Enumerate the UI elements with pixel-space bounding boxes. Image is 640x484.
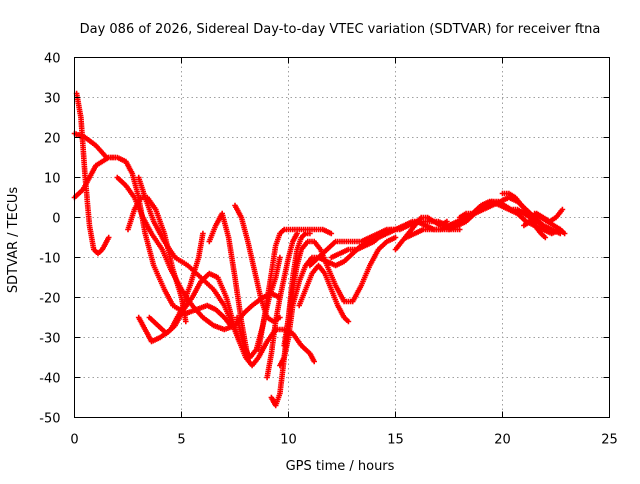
data-point	[307, 230, 313, 237]
data-point	[105, 234, 112, 241]
series-arc-17	[296, 262, 352, 325]
series-arc-23	[456, 198, 546, 229]
series-arc-24	[499, 190, 549, 241]
series-arc-12	[255, 226, 335, 353]
tick-layer	[74, 57, 610, 418]
y-tick-label: -40	[39, 372, 60, 387]
x-tick-label: 25	[601, 433, 618, 448]
x-tick-label: 5	[177, 433, 185, 448]
series-arc-11	[232, 202, 283, 325]
y-tick-label: 0	[52, 212, 60, 227]
data-point	[540, 222, 546, 229]
x-tick-label: 20	[494, 433, 511, 448]
y-tick-label: -10	[39, 252, 60, 267]
data-point	[444, 218, 450, 225]
data-point	[294, 230, 300, 237]
data-point	[328, 230, 335, 237]
series-arc-20	[392, 214, 450, 253]
x-tick-label: 15	[387, 433, 404, 448]
data-point	[311, 358, 317, 365]
y-tick-label: 30	[44, 92, 61, 107]
data-point	[392, 234, 399, 241]
y-tick-label: -30	[39, 332, 60, 347]
series-arc-16	[281, 234, 399, 349]
series-arc-8	[135, 174, 243, 345]
y-tick-label: 10	[44, 172, 61, 187]
y-tick-label: -50	[39, 412, 60, 427]
x-axis-label: GPS time / hours	[286, 459, 395, 474]
y-axis-label: SDTVAR / TECUs	[6, 187, 21, 294]
plot-frame	[74, 57, 610, 418]
series-arc-9	[206, 210, 251, 361]
chart-title: Day 086 of 2026, Sidereal Day-to-day VTE…	[80, 22, 601, 37]
x-tick-label: 0	[70, 433, 78, 448]
series-arc-2	[71, 130, 234, 329]
y-tick-label: 20	[44, 132, 61, 147]
data-layer	[71, 90, 568, 409]
data-point	[200, 230, 206, 237]
data-point	[456, 226, 463, 233]
data-point	[183, 318, 189, 325]
series-arc-3	[73, 90, 112, 257]
y-tick-label: 40	[44, 52, 61, 67]
tick-label-layer: 0 5 10 15 20 25 -50 -40 -30 -20 -10 0 10 20 30 40	[39, 52, 618, 448]
data-point	[561, 230, 568, 237]
data-point	[542, 234, 549, 241]
data-point	[277, 254, 283, 261]
series-arc-26	[531, 210, 568, 237]
x-tick-label: 10	[280, 433, 297, 448]
y-tick-label: -20	[39, 292, 60, 307]
series-arc-13	[264, 230, 300, 381]
data-point	[345, 318, 352, 325]
data-point	[559, 206, 566, 213]
